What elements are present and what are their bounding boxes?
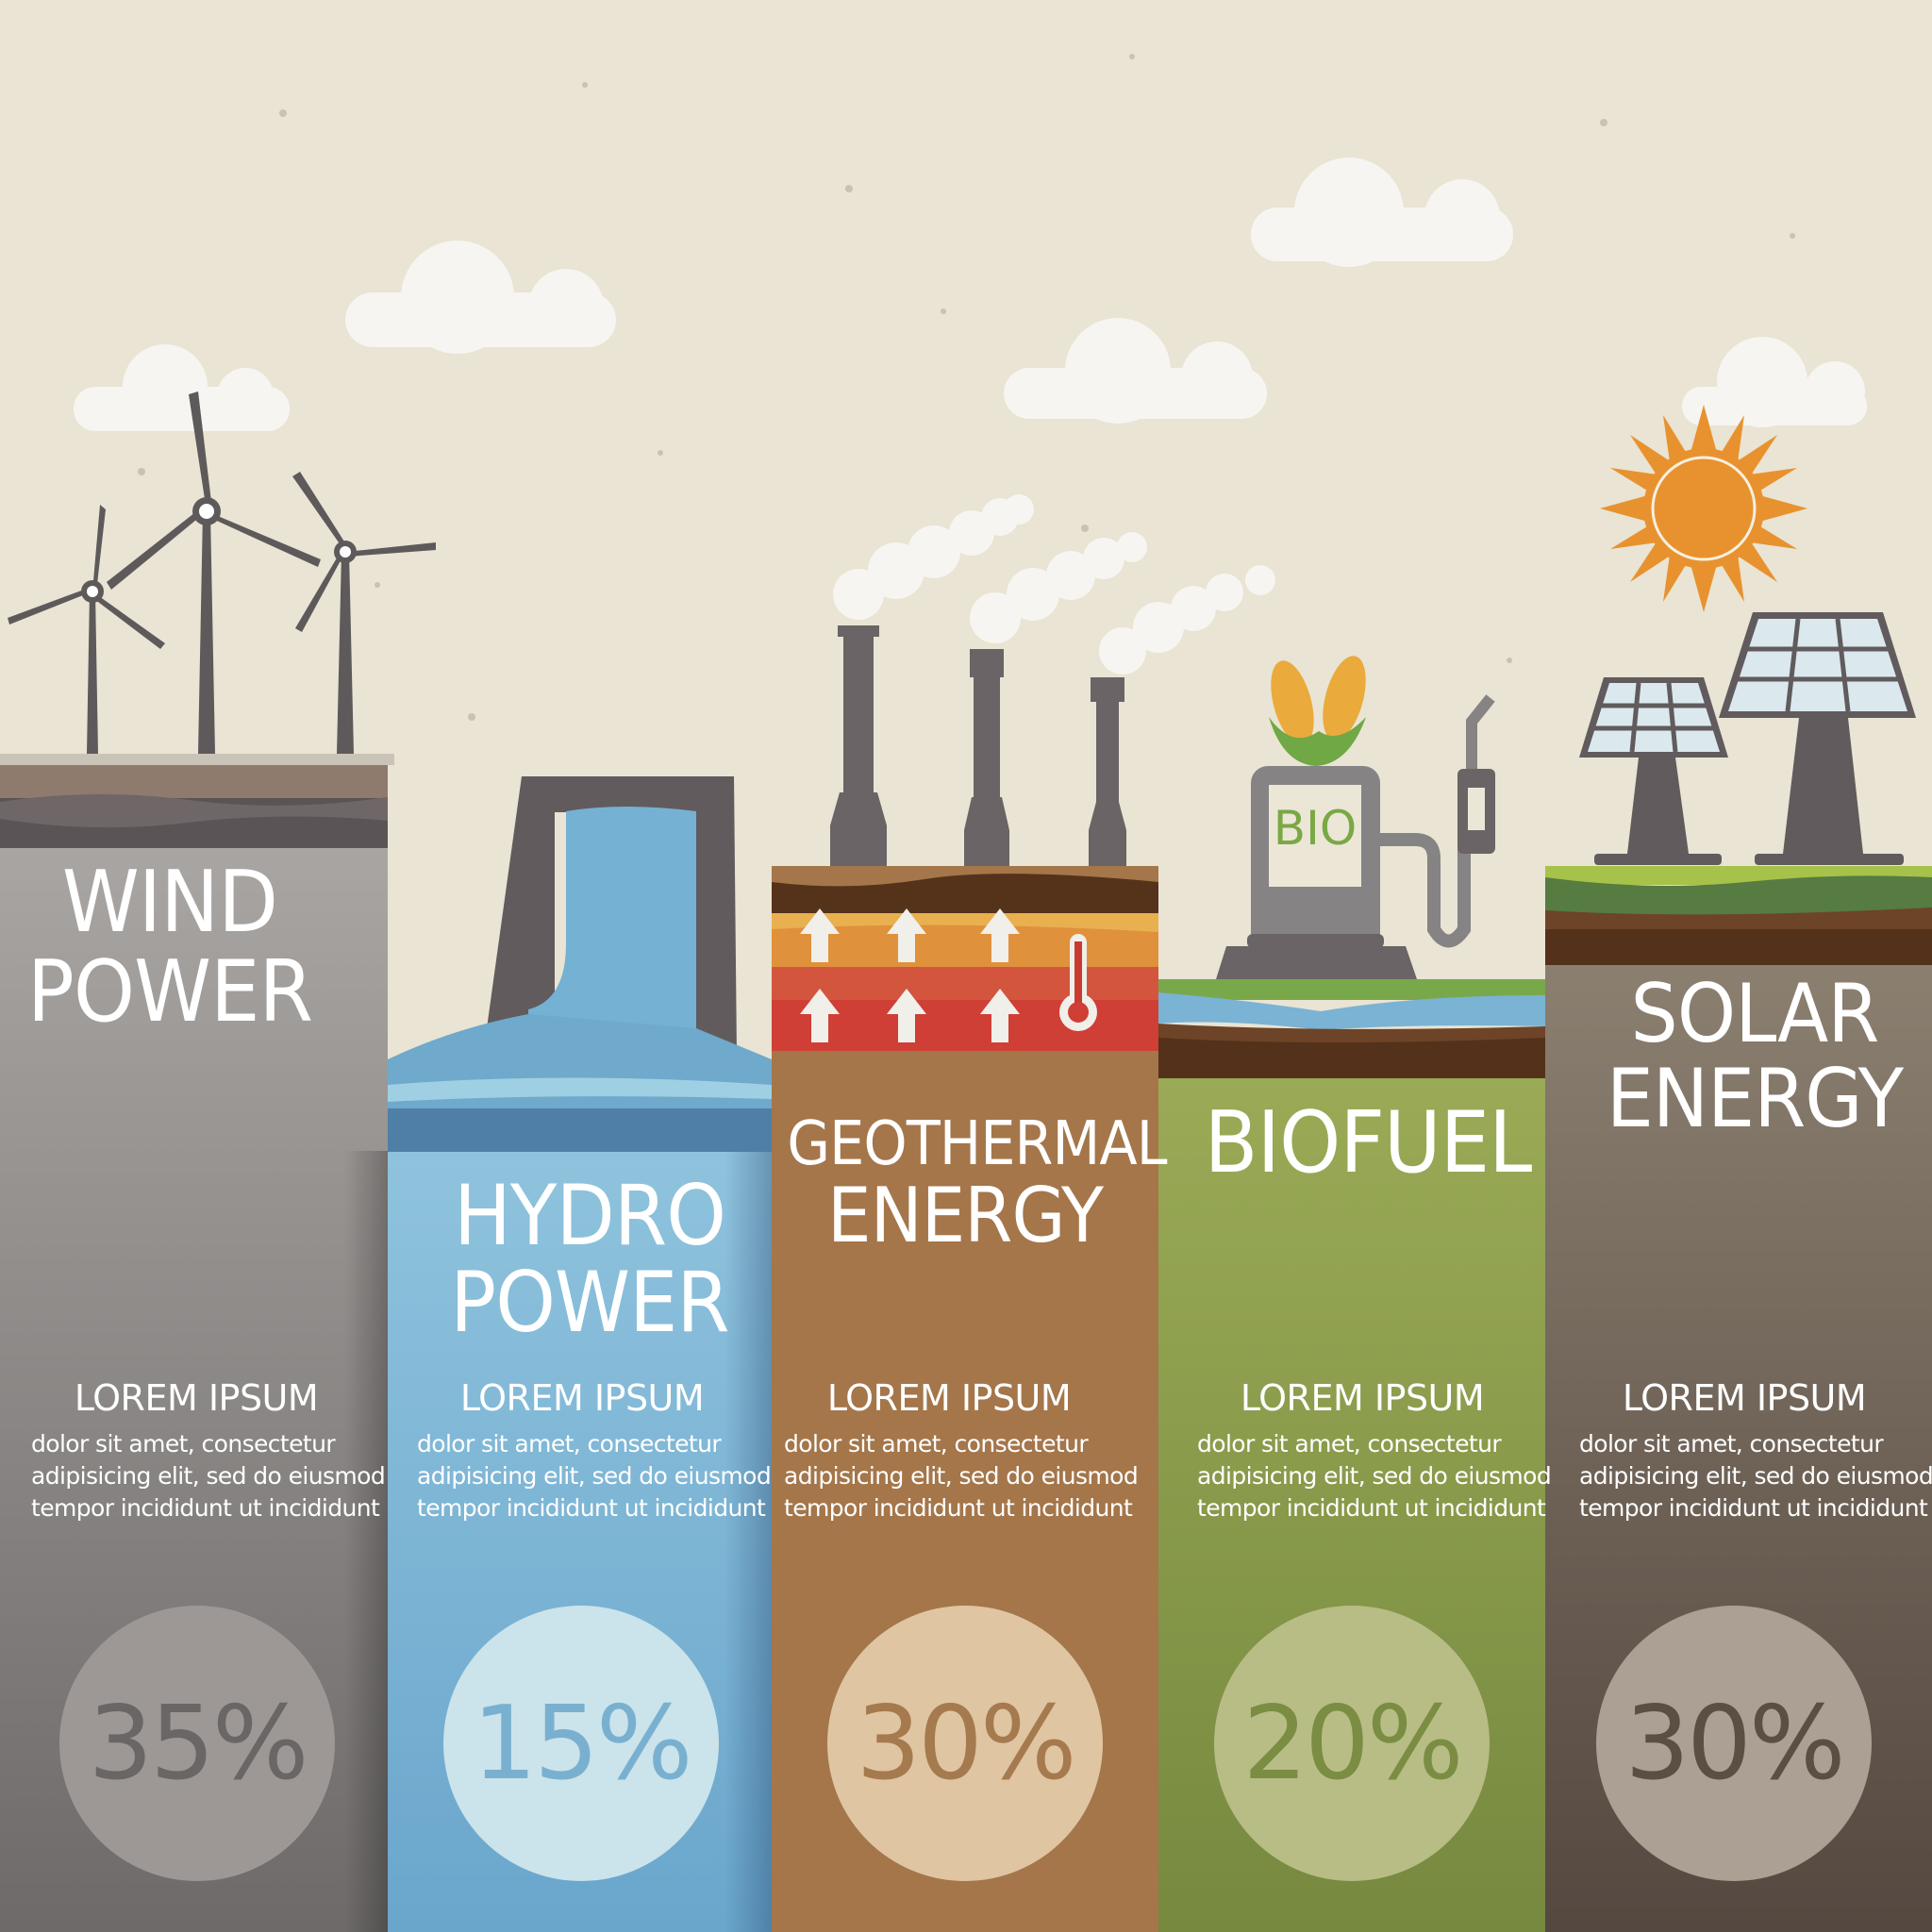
title-line: POWER bbox=[450, 1254, 729, 1352]
solar-panel bbox=[1579, 677, 1728, 865]
info-line: adipisicing elit, sed do eiusmod bbox=[784, 1462, 1139, 1490]
title-line: GEOTHERMAL bbox=[787, 1109, 1167, 1179]
turbine bbox=[292, 472, 436, 754]
cloud bbox=[1004, 318, 1267, 424]
info-heading: LOREM IPSUM bbox=[1622, 1377, 1867, 1419]
pump-label: BIO bbox=[1274, 801, 1357, 856]
info-line: dolor sit amet, consectetur bbox=[1579, 1430, 1884, 1457]
paper-speckles bbox=[138, 54, 1795, 721]
solar-info: LOREM IPSUM dolor sit amet, consectetur … bbox=[1579, 1377, 1932, 1524]
info-heading: LOREM IPSUM bbox=[1240, 1377, 1485, 1419]
geothermal-title: GEOTHERMAL ENERGY bbox=[787, 1109, 1167, 1260]
info-line: tempor incididunt ut incididunt bbox=[1579, 1494, 1928, 1522]
cloud bbox=[1682, 337, 1867, 427]
wind-percent-circle: 35% bbox=[59, 1606, 335, 1881]
hydro-column-shadow bbox=[724, 1150, 772, 1932]
info-heading: LOREM IPSUM bbox=[459, 1377, 705, 1419]
hydro-percent-circle: 15% bbox=[443, 1606, 719, 1881]
title-line: HYDRO bbox=[453, 1167, 726, 1264]
info-line: adipisicing elit, sed do eiusmod bbox=[31, 1462, 386, 1490]
dam-icon bbox=[388, 776, 772, 1152]
info-line: tempor incididunt ut incididunt bbox=[1197, 1494, 1546, 1522]
wind-ground bbox=[0, 754, 394, 848]
info-heading: LOREM IPSUM bbox=[74, 1377, 319, 1419]
wind-info: LOREM IPSUM dolor sit amet, consectetur … bbox=[31, 1377, 386, 1524]
solar-panels-icon bbox=[1545, 612, 1932, 965]
info-line: tempor incididunt ut incididunt bbox=[417, 1494, 766, 1522]
sun-icon bbox=[1600, 405, 1807, 612]
title-line: ENERGY bbox=[826, 1172, 1104, 1260]
biofuel-info: LOREM IPSUM dolor sit amet, consectetur … bbox=[1197, 1377, 1552, 1524]
clouds bbox=[74, 158, 1867, 431]
info-line: dolor sit amet, consectetur bbox=[31, 1430, 336, 1457]
title-line: POWER bbox=[26, 941, 313, 1041]
info-line: dolor sit amet, consectetur bbox=[1197, 1430, 1502, 1457]
geothermal-percent-circle: 30% bbox=[827, 1606, 1103, 1881]
biofuel-title: BIOFUEL bbox=[1186, 1093, 1550, 1192]
wind-column-shadow bbox=[344, 1151, 388, 1932]
bio-fuel-pump-icon: BIO bbox=[1158, 656, 1545, 1078]
smoke bbox=[833, 494, 1275, 675]
cloud bbox=[74, 344, 290, 431]
info-line: adipisicing elit, sed do eiusmod bbox=[1579, 1462, 1932, 1490]
title-line: BIOFUEL bbox=[1204, 1093, 1533, 1192]
title-line: SOLAR bbox=[1630, 967, 1880, 1061]
percent-value: 30% bbox=[1624, 1684, 1845, 1803]
turbine bbox=[8, 505, 165, 754]
turbine bbox=[107, 391, 321, 754]
cloud bbox=[1251, 158, 1513, 267]
percent-value: 20% bbox=[1242, 1684, 1463, 1803]
solar-title: SOLAR ENERGY bbox=[1598, 972, 1910, 1142]
heat-arrows bbox=[800, 908, 1020, 1042]
solar-panel bbox=[1719, 612, 1916, 865]
hydro-title: HYDRO POWER bbox=[446, 1167, 733, 1352]
percent-value: 15% bbox=[472, 1684, 692, 1803]
info-line: tempor incididunt ut incididunt bbox=[31, 1494, 380, 1522]
wind-title: WIND POWER bbox=[23, 858, 318, 1037]
info-line: adipisicing elit, sed do eiusmod bbox=[1197, 1462, 1552, 1490]
solar-percent-circle: 30% bbox=[1596, 1606, 1872, 1881]
percent-value: 35% bbox=[88, 1684, 308, 1803]
biofuel-percent-circle: 20% bbox=[1214, 1606, 1490, 1881]
title-line: WIND bbox=[61, 853, 278, 952]
geothermal-plant-icon bbox=[772, 494, 1275, 1051]
info-line: tempor incididunt ut incididunt bbox=[784, 1494, 1133, 1522]
cloud bbox=[345, 241, 616, 354]
info-heading: LOREM IPSUM bbox=[826, 1377, 1072, 1419]
wind-turbines-icon bbox=[8, 391, 436, 754]
corn-icon bbox=[1269, 656, 1366, 766]
percent-value: 30% bbox=[856, 1684, 1076, 1803]
thermometer-icon bbox=[1059, 934, 1097, 1031]
geothermal-info: LOREM IPSUM dolor sit amet, consectetur … bbox=[784, 1377, 1139, 1524]
info-line: dolor sit amet, consectetur bbox=[784, 1430, 1089, 1457]
chimneys bbox=[830, 625, 1126, 868]
info-line: adipisicing elit, sed do eiusmod bbox=[417, 1462, 772, 1490]
info-line: dolor sit amet, consectetur bbox=[417, 1430, 722, 1457]
title-line: ENERGY bbox=[1606, 1052, 1904, 1147]
hydro-info: LOREM IPSUM dolor sit amet, consectetur … bbox=[417, 1377, 772, 1524]
